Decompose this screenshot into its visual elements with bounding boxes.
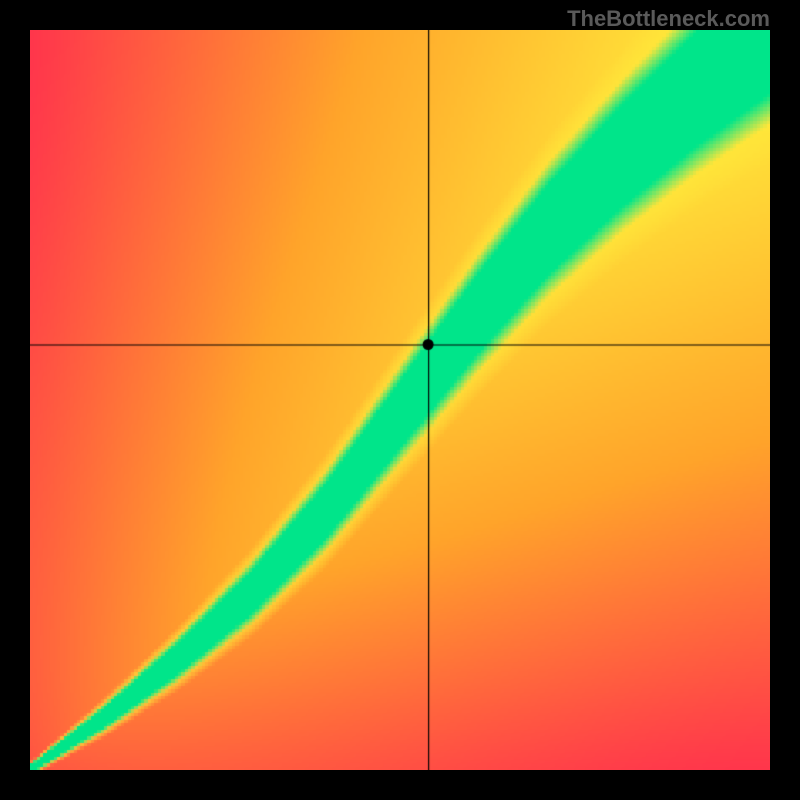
plot-area [30, 30, 770, 770]
watermark-text: TheBottleneck.com [567, 6, 770, 32]
chart-container: TheBottleneck.com [0, 0, 800, 800]
heatmap-canvas [30, 30, 770, 770]
